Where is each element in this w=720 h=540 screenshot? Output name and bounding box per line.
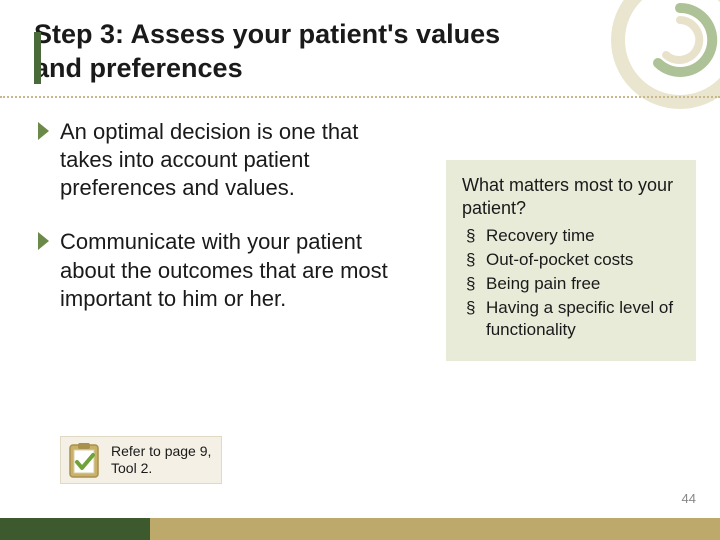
sidebar-item: Having a specific level of functionality: [462, 297, 680, 341]
footer-bar: [0, 518, 720, 540]
page-number: 44: [682, 491, 696, 506]
bullet-text: An optimal decision is one that takes in…: [60, 118, 398, 202]
sidebar-item: Being pain free: [462, 273, 680, 295]
footer-segment-right: [150, 518, 720, 540]
refer-line1: Refer to page 9,: [111, 443, 211, 459]
bullet-item: Communicate with your patient about the …: [38, 228, 398, 312]
refer-text: Refer to page 9, Tool 2.: [111, 443, 211, 477]
sidebar-list: Recovery time Out-of-pocket costs Being …: [462, 225, 680, 341]
triangle-bullet-icon: [38, 122, 50, 140]
refer-note: Refer to page 9, Tool 2.: [60, 436, 222, 484]
slide: Step 3: Assess your patient's values and…: [0, 0, 720, 540]
title-accent-bar: [34, 32, 41, 84]
corner-swirl-decoration: [590, 0, 720, 130]
sidebar-item: Recovery time: [462, 225, 680, 247]
sidebar-title: What matters most to your patient?: [462, 174, 680, 219]
clipboard-check-icon: [63, 439, 105, 481]
title-block: Step 3: Assess your patient's values and…: [34, 18, 534, 86]
triangle-bullet-icon: [38, 232, 50, 250]
bullet-text: Communicate with your patient about the …: [60, 228, 398, 312]
slide-title: Step 3: Assess your patient's values and…: [34, 18, 534, 86]
main-content: An optimal decision is one that takes in…: [38, 118, 398, 339]
footer-segment-left: [0, 518, 150, 540]
refer-line2: Tool 2.: [111, 460, 152, 476]
sidebar-item: Out-of-pocket costs: [462, 249, 680, 271]
bullet-item: An optimal decision is one that takes in…: [38, 118, 398, 202]
dotted-divider: [0, 96, 720, 98]
sidebar-callout: What matters most to your patient? Recov…: [446, 160, 696, 361]
